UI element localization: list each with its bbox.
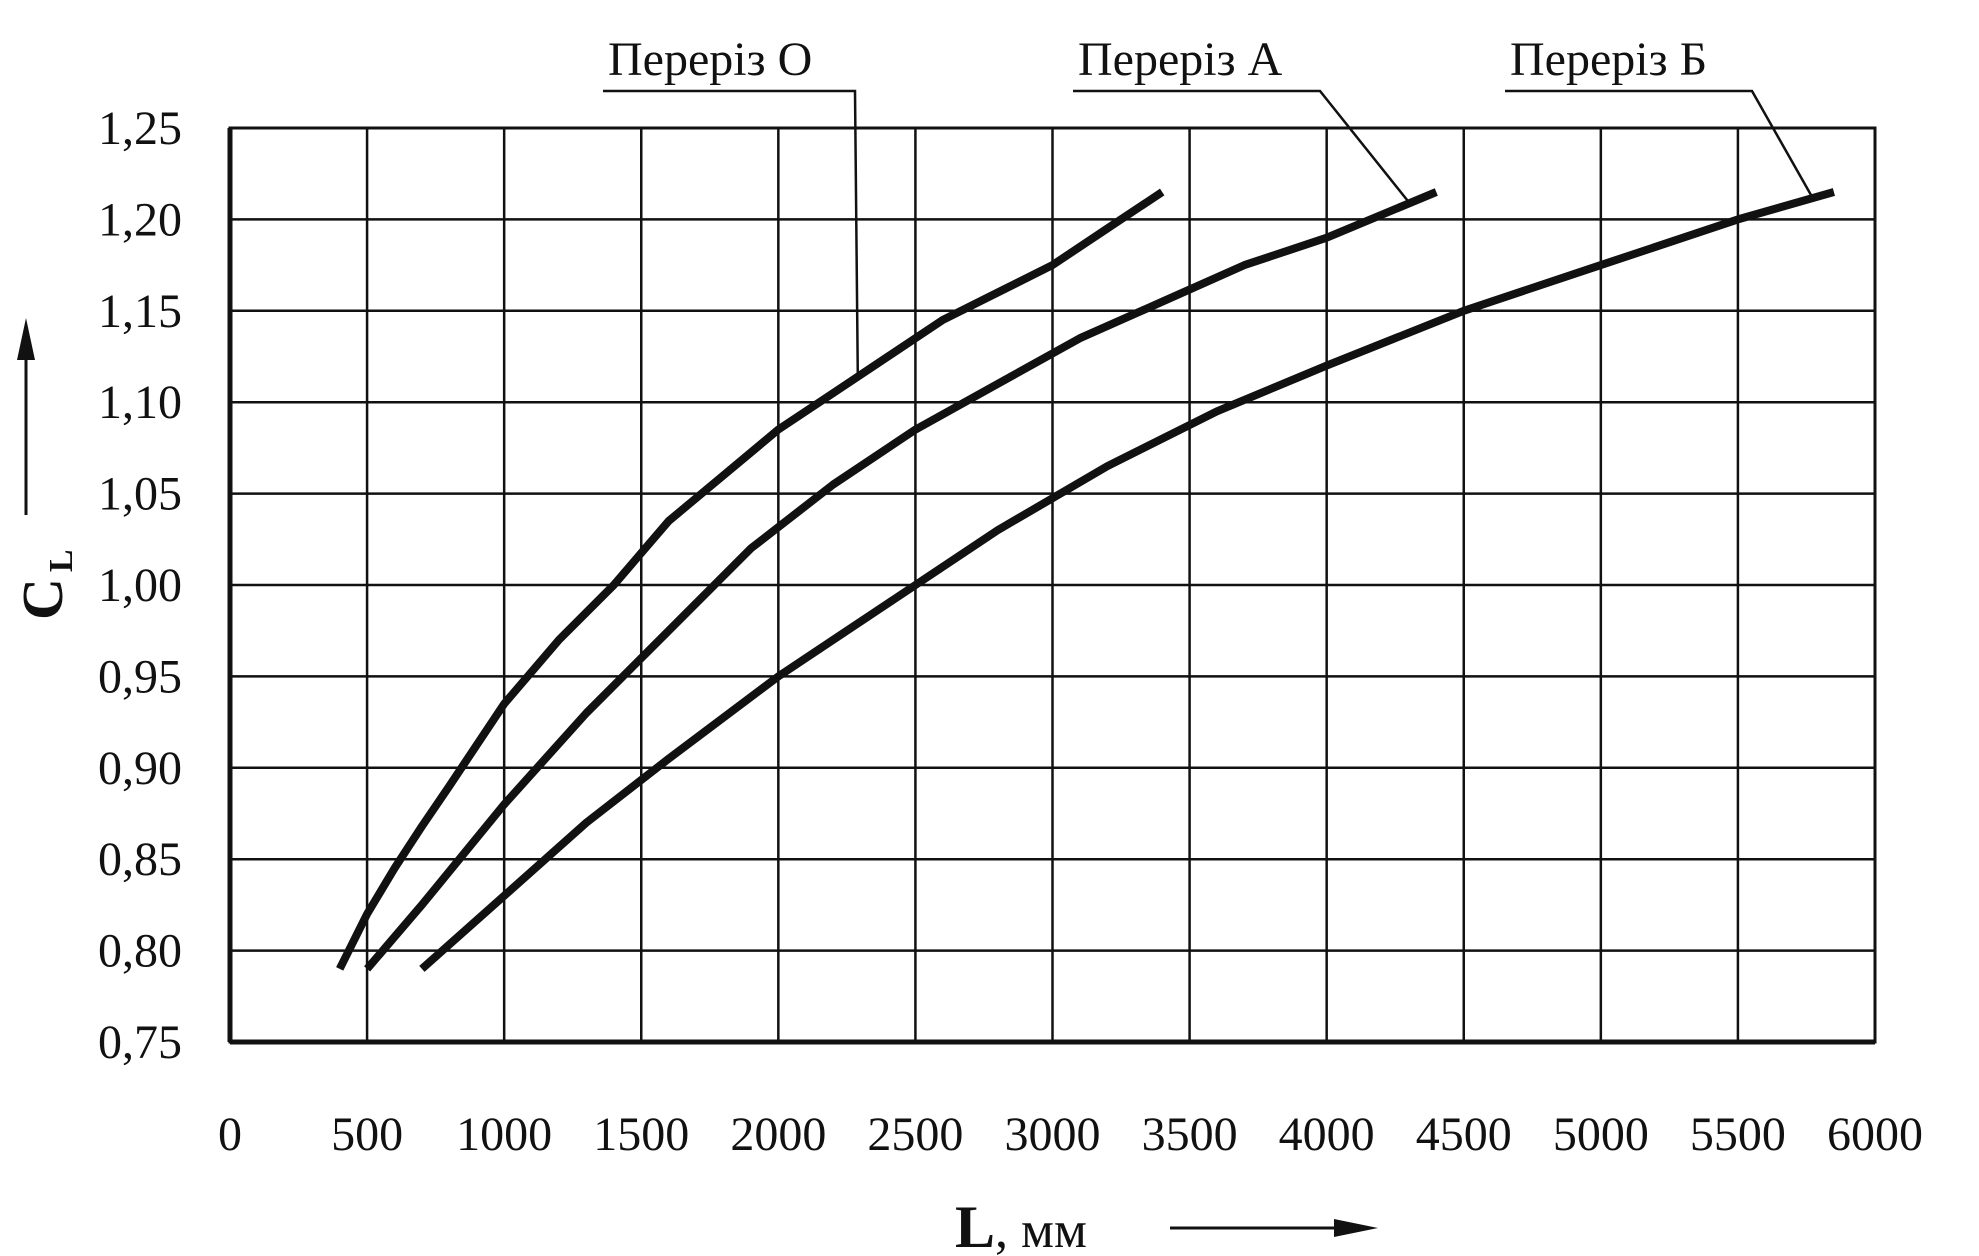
y-axis-title-main: C [10,578,75,620]
y-tick-label: 1,10 [98,376,182,429]
legend-leaders: Переріз О Переріз А Переріз Б [603,33,1814,377]
y-tick-label: 0,85 [98,833,182,886]
x-tick-label: 6000 [1827,1108,1923,1161]
series-line-3 [419,188,1835,972]
x-axis-title-main: L [955,1194,995,1256]
y-tick-label: 1,25 [98,102,182,155]
x-tick-label: 3500 [1142,1108,1238,1161]
y-tick-label: 0,95 [98,650,182,703]
y-tick-label: 1,00 [98,559,182,612]
y-tick-label: 0,75 [98,1016,182,1069]
x-tick-label: 500 [331,1108,403,1161]
y-tick-label: 1,20 [98,193,182,246]
legend-label-series-3: Переріз Б [1510,33,1707,86]
x-tick-label: 3000 [1005,1108,1101,1161]
y-tick-labels: 0,75 0,80 0,85 0,90 0,95 1,00 1,05 1,10 1,15 1,20… [98,102,182,1069]
x-tick-label: 4500 [1416,1108,1512,1161]
legend-label-series-1: Переріз О [608,33,812,86]
x-tick-label: 1500 [593,1108,689,1161]
x-axis-title-rest: , мм [995,1202,1087,1256]
y-tick-label: 1,05 [98,468,182,521]
y-axis-title: CL [10,318,80,620]
x-tick-label: 5500 [1690,1108,1786,1161]
y-axis-arrowhead [17,318,35,360]
legend-leader-line [603,89,860,377]
legend-leader-line [1073,89,1411,204]
x-tick-label: 1000 [456,1108,552,1161]
y-axis-title-subscript: L [43,549,80,572]
x-tick-label: 0 [218,1108,242,1161]
y-tick-label: 0,90 [98,742,182,795]
legend-label-series-2: Переріз А [1078,33,1283,86]
y-tick-label: 1,15 [98,285,182,338]
x-tick-label: 5000 [1553,1108,1649,1161]
series-line-1 [336,188,1165,971]
y-tick-label: 0,80 [98,925,182,978]
x-axis-title: L, мм [955,1194,1378,1256]
legend-leader-line [1505,89,1814,199]
x-tick-label: 2500 [867,1108,963,1161]
svg-text:L, мм: L, мм [955,1194,1087,1256]
x-tick-labels: 0 500 1000 1500 2000 2500 3000 3500 4000 4500 5000… [218,1108,1923,1161]
series-line-2 [364,188,1438,972]
svg-text:CL: CL [10,549,80,620]
series-lines [336,188,1835,972]
x-tick-label: 2000 [730,1108,826,1161]
x-tick-label: 4000 [1279,1108,1375,1161]
x-axis-arrowhead [1334,1219,1378,1237]
